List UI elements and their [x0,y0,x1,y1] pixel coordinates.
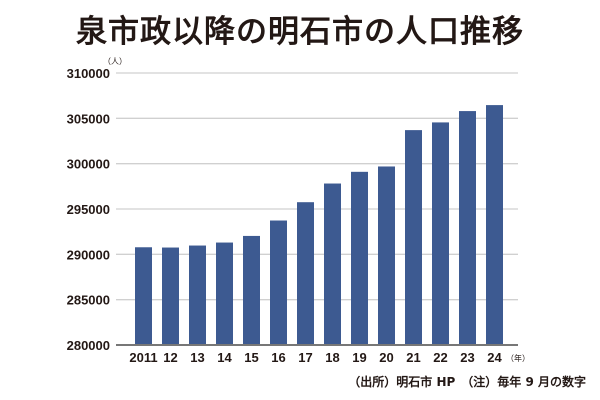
x-tick-label: 17 [298,350,312,365]
x-tick-label: 13 [190,350,204,365]
x-tick-label: 12 [163,350,177,365]
y-tick-label: 290000 [67,247,110,262]
x-tick-label: 22 [433,350,447,365]
y-tick-label: 305000 [67,111,110,126]
x-tick-label: 24 [487,350,502,365]
bar-14 [216,242,233,345]
y-tick-label: 285000 [67,293,110,308]
bar-12 [162,247,179,345]
source-note: （出所）明石市 HP （注）毎年 9 月の数字 [348,375,586,389]
y-tick-label: 310000 [67,66,110,81]
x-tick-label: 15 [244,350,258,365]
x-tick-label: 20 [379,350,393,365]
x-tick-label: 2011 [129,350,157,365]
bar-15 [243,235,260,345]
x-axis-unit: （年） [506,353,530,363]
bar-2011 [135,247,152,345]
bar-13 [189,245,206,345]
x-tick-label: 18 [325,350,339,365]
bar-22 [432,122,449,345]
chart-title: 泉市政以降の明石市の人口推移 [76,14,524,50]
x-tick-label: 23 [460,350,474,365]
bar-18 [324,183,341,345]
bar-16 [270,220,287,345]
y-axis-unit: （人） [103,57,127,66]
x-tick-label: 14 [217,350,232,365]
bar-20 [378,166,395,345]
bar-19 [351,171,368,345]
y-tick-label: 300000 [67,157,110,172]
bar-21 [405,130,422,345]
bar-17 [297,202,314,345]
x-tick-label: 19 [352,350,366,365]
y-tick-label: 280000 [67,338,110,353]
y-tick-label: 295000 [67,202,110,217]
bar-23 [459,111,476,345]
x-tick-label: 16 [271,350,285,365]
bar-24 [486,105,503,345]
x-tick-label: 21 [406,350,420,365]
